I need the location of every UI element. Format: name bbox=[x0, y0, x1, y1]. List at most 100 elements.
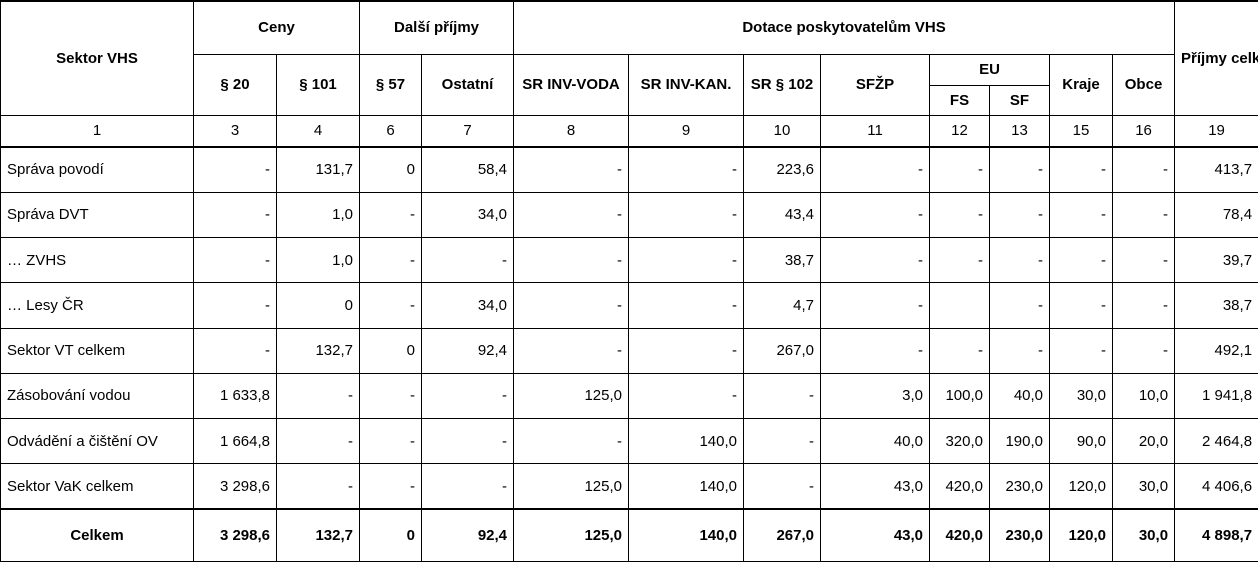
cell-value: 413,7 bbox=[1174, 146, 1258, 193]
cell-value: - bbox=[193, 146, 277, 193]
row-label: … Lesy ČR bbox=[0, 282, 194, 329]
cell-value: 230,0 bbox=[989, 508, 1051, 562]
table-row: Správa DVT -1,0-34,0- -43,4- - - - -78,4 bbox=[0, 191, 1258, 239]
column-number: 3 bbox=[193, 114, 277, 148]
row-label: Odvádění a čištění OV bbox=[0, 418, 194, 465]
cell-value: - bbox=[193, 282, 277, 329]
sr-par102-header: SR § 102 bbox=[743, 53, 822, 116]
cell-value: - bbox=[513, 191, 630, 239]
column-number: 11 bbox=[820, 114, 931, 148]
cell-value: - bbox=[513, 282, 630, 329]
cell-value: - bbox=[193, 327, 277, 374]
cell-value: 90,0 bbox=[1049, 418, 1114, 465]
cell-value: 43,0 bbox=[820, 508, 931, 562]
column-number: 6 bbox=[359, 114, 422, 148]
cell-value: 38,7 bbox=[1174, 282, 1258, 329]
cell-value: 140,0 bbox=[628, 508, 745, 562]
cell-value bbox=[929, 282, 991, 329]
cell-value: 1 664,8 bbox=[193, 418, 277, 465]
cell-value: - bbox=[513, 146, 630, 193]
cell-value: - bbox=[929, 327, 991, 374]
cell-value: 125,0 bbox=[513, 508, 630, 562]
cell-value: 20,0 bbox=[1112, 418, 1176, 465]
sector-header: Sektor VHS bbox=[0, 0, 194, 116]
cell-value: - bbox=[989, 327, 1051, 374]
cell-value: - bbox=[420, 237, 515, 284]
par57-header: § 57 bbox=[359, 53, 422, 116]
cell-value: 132,7 bbox=[276, 327, 360, 374]
cell-value: 125,0 bbox=[513, 463, 630, 511]
table-row: Zásobování vodou 1 633,8- - -125,0- -3,0 100,… bbox=[0, 372, 1258, 420]
eu-fs-header: FS bbox=[929, 84, 991, 116]
cell-value: - bbox=[743, 463, 822, 511]
cell-value: - bbox=[359, 418, 422, 465]
par20-header: § 20 bbox=[193, 53, 277, 116]
cell-value: 34,0 bbox=[420, 282, 515, 329]
table-row: Sektor VT celkem -132,7 0 92,4- -267,0- - - - -4… bbox=[0, 327, 1258, 374]
total-row: Celkem 3 298,6 132,7 0 92,4 125,0 140,0 267,0 43… bbox=[0, 508, 1258, 562]
row-label: Celkem bbox=[0, 508, 194, 562]
cell-value: 43,4 bbox=[743, 191, 822, 239]
column-number: 9 bbox=[628, 114, 745, 148]
cell-value: - bbox=[359, 372, 422, 420]
cell-value: - bbox=[359, 463, 422, 511]
cell-value: - bbox=[193, 237, 277, 284]
cell-value: 267,0 bbox=[743, 508, 822, 562]
cell-value: 92,4 bbox=[420, 327, 515, 374]
cell-value: 230,0 bbox=[989, 463, 1051, 511]
row-label: Správa povodí bbox=[0, 146, 194, 193]
column-number: 7 bbox=[420, 114, 515, 148]
cell-value: - bbox=[1049, 237, 1114, 284]
sr-inv-voda-header: SR INV-VODA bbox=[513, 53, 630, 116]
cell-value: 40,0 bbox=[820, 418, 931, 465]
cell-value: - bbox=[359, 191, 422, 239]
cell-value: - bbox=[929, 146, 991, 193]
cell-value: - bbox=[628, 146, 745, 193]
column-number-row: 1 3 4 6 7 8 9 10 11 12 13 15 16 19 bbox=[0, 114, 1258, 148]
cell-value: 1,0 bbox=[276, 191, 360, 239]
cell-value: 30,0 bbox=[1112, 463, 1176, 511]
cell-value: - bbox=[820, 237, 931, 284]
par101-header: § 101 bbox=[276, 53, 360, 116]
cell-value: 2 464,8 bbox=[1174, 418, 1258, 465]
cell-value: 34,0 bbox=[420, 191, 515, 239]
cell-value: - bbox=[929, 237, 991, 284]
cell-value: 120,0 bbox=[1049, 508, 1114, 562]
cell-value: - bbox=[1112, 282, 1176, 329]
cell-value: 0 bbox=[359, 146, 422, 193]
cell-value: 3 298,6 bbox=[193, 508, 277, 562]
cell-value: 120,0 bbox=[1049, 463, 1114, 511]
cell-value: - bbox=[513, 237, 630, 284]
row-label: Správa DVT bbox=[0, 191, 194, 239]
cell-value: - bbox=[276, 418, 360, 465]
cell-value: - bbox=[820, 146, 931, 193]
other-header: Ostatní bbox=[420, 53, 515, 116]
cell-value: - bbox=[989, 191, 1051, 239]
cell-value: 0 bbox=[276, 282, 360, 329]
cell-value: - bbox=[743, 418, 822, 465]
cell-value: 420,0 bbox=[929, 508, 991, 562]
total-income-header: Příjmy celkem bbox=[1174, 0, 1258, 116]
cell-value: 223,6 bbox=[743, 146, 822, 193]
cell-value: 267,0 bbox=[743, 327, 822, 374]
cell-value: - bbox=[513, 327, 630, 374]
cell-value: - bbox=[359, 237, 422, 284]
cell-value: 140,0 bbox=[628, 463, 745, 511]
cell-value: 40,0 bbox=[989, 372, 1051, 420]
table-row: Sektor VaK celkem 3 298,6- - -125,0 140,0-43… bbox=[0, 463, 1258, 511]
cell-value: - bbox=[193, 191, 277, 239]
cell-value: 140,0 bbox=[628, 418, 745, 465]
cell-value: 4,7 bbox=[743, 282, 822, 329]
cell-value: 320,0 bbox=[929, 418, 991, 465]
municipalities-header: Obce bbox=[1112, 53, 1176, 116]
cell-value: 92,4 bbox=[420, 508, 515, 562]
subsidies-header: Dotace poskytovatelům VHS bbox=[513, 0, 1176, 55]
cell-value: - bbox=[1112, 146, 1176, 193]
cell-value: - bbox=[1049, 282, 1114, 329]
column-number: 10 bbox=[743, 114, 822, 148]
cell-value: 3,0 bbox=[820, 372, 931, 420]
column-number: 15 bbox=[1049, 114, 1114, 148]
cell-value: 100,0 bbox=[929, 372, 991, 420]
cell-value: 58,4 bbox=[420, 146, 515, 193]
row-label: Sektor VT celkem bbox=[0, 327, 194, 374]
